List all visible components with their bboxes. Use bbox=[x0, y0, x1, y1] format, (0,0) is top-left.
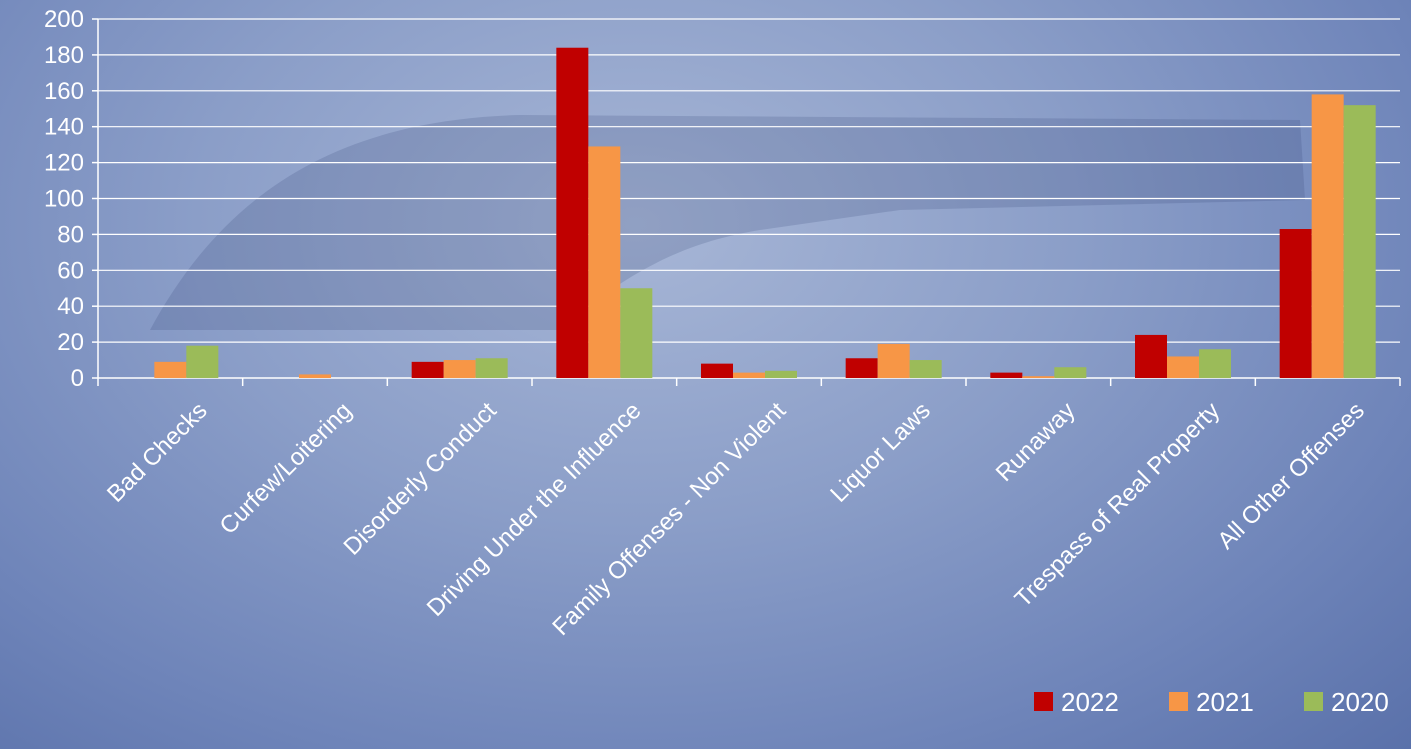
bar-2021-0 bbox=[154, 361, 187, 378]
category-label: Curfew/Loitering bbox=[215, 397, 358, 540]
bar-2021-2 bbox=[443, 360, 476, 378]
category-label: Bad Checks bbox=[102, 397, 213, 508]
y-tick-label: 180 bbox=[44, 42, 84, 69]
y-tick-label: 60 bbox=[57, 257, 84, 284]
category-label: All Other Offenses bbox=[1212, 397, 1369, 554]
legend-label: 2020 bbox=[1331, 687, 1389, 717]
y-tick-label: 40 bbox=[57, 293, 84, 320]
bar-2021-6 bbox=[1022, 376, 1055, 378]
bar-2022-3 bbox=[556, 47, 589, 378]
bar-2020-2 bbox=[475, 358, 508, 378]
bar-2022-6 bbox=[990, 372, 1023, 378]
legend: 2022 2021 2020 bbox=[1034, 687, 1389, 717]
bar-2020-8 bbox=[1343, 105, 1376, 378]
gridlines bbox=[98, 18, 1400, 343]
category-label: Disorderly Conduct bbox=[339, 397, 503, 561]
bar-2022-7 bbox=[1135, 334, 1167, 378]
background-watermark bbox=[150, 115, 1305, 330]
bar-2021-4 bbox=[733, 372, 765, 378]
bar-2022-5 bbox=[845, 358, 878, 378]
y-tick-labels: 0 20 40 60 80 100 120 140 160 180 200 bbox=[44, 6, 84, 392]
bar-2021-1 bbox=[299, 374, 331, 378]
bar-2021-7 bbox=[1167, 356, 1199, 378]
bar-2020-0 bbox=[186, 345, 219, 378]
y-tick-label: 80 bbox=[57, 221, 84, 248]
bar-2020-7 bbox=[1199, 349, 1231, 378]
bar-2022-4 bbox=[701, 363, 733, 378]
bar-2021-3 bbox=[588, 146, 621, 378]
legend-swatch-2022 bbox=[1034, 692, 1053, 711]
bar-2020-4 bbox=[765, 370, 797, 378]
bar-2022-2 bbox=[411, 361, 444, 378]
bar-2022-8 bbox=[1279, 229, 1312, 378]
legend-swatch-2021 bbox=[1169, 692, 1188, 711]
y-tick-label: 0 bbox=[71, 365, 84, 392]
y-tick-label: 160 bbox=[44, 78, 84, 105]
y-tick-label: 100 bbox=[44, 186, 84, 213]
category-label: Family Offenses - Non Violent bbox=[547, 397, 791, 641]
y-tick-label: 140 bbox=[44, 114, 84, 141]
category-label: Liquor Laws bbox=[825, 397, 936, 508]
y-tick-label: 120 bbox=[44, 150, 84, 177]
bar-2020-3 bbox=[620, 288, 653, 378]
bar-2020-6 bbox=[1054, 367, 1087, 378]
legend-label: 2022 bbox=[1061, 687, 1119, 717]
y-tick-label: 20 bbox=[57, 329, 84, 356]
bar-2021-5 bbox=[877, 343, 910, 378]
legend-swatch-2020 bbox=[1304, 692, 1323, 711]
bar-2021-8 bbox=[1311, 94, 1344, 378]
category-label: Runaway bbox=[991, 397, 1081, 487]
bar-2020-5 bbox=[909, 360, 942, 378]
bars bbox=[154, 47, 1376, 378]
legend-label: 2021 bbox=[1196, 687, 1254, 717]
y-tick-label: 200 bbox=[44, 6, 84, 33]
